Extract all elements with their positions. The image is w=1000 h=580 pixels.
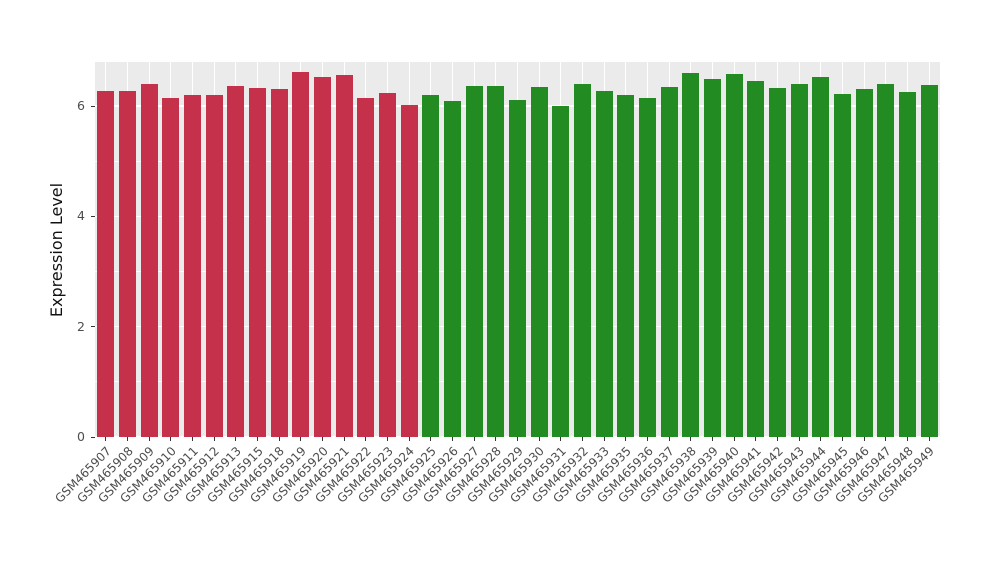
x-tick-mark — [105, 437, 107, 441]
x-tick-mark — [863, 437, 865, 441]
bar — [682, 73, 700, 437]
y-tick-mark — [91, 436, 95, 438]
x-tick-mark — [842, 437, 843, 441]
x-tick-mark — [928, 437, 930, 441]
y-tick-label: 2 — [77, 318, 85, 334]
bar — [768, 87, 787, 437]
bar — [205, 94, 223, 437]
x-tick-mark — [820, 437, 822, 441]
bar — [790, 83, 808, 437]
bar — [530, 86, 548, 437]
bar — [248, 88, 267, 437]
bar — [920, 85, 938, 437]
bar — [833, 94, 852, 437]
x-tick-mark — [127, 437, 128, 441]
bar — [465, 86, 483, 437]
x-tick-mark — [777, 437, 778, 441]
bar — [812, 77, 830, 437]
x-tick-mark — [430, 437, 432, 441]
bar — [335, 75, 353, 437]
bar — [183, 95, 202, 437]
bar — [638, 98, 657, 437]
bar — [508, 99, 527, 437]
bar — [313, 77, 332, 437]
bar — [292, 71, 310, 437]
x-tick-mark — [495, 437, 497, 441]
y-axis-title: Expression Level — [47, 182, 66, 318]
plot-panel — [95, 62, 940, 438]
x-tick-mark — [538, 437, 540, 441]
bar — [617, 95, 635, 437]
bar — [357, 98, 375, 437]
bar — [552, 106, 570, 437]
bar — [443, 100, 462, 437]
bar — [378, 92, 397, 437]
x-tick-mark — [192, 437, 193, 441]
bar — [747, 80, 765, 437]
x-tick-mark — [452, 437, 453, 441]
x-tick-mark — [907, 437, 908, 441]
x-tick-mark — [625, 437, 627, 441]
x-tick-mark — [647, 437, 648, 441]
bar — [97, 90, 115, 437]
x-tick-mark — [603, 437, 605, 441]
y-tick-label: 0 — [77, 429, 85, 444]
x-tick-mark — [278, 437, 280, 441]
x-tick-mark — [798, 437, 800, 441]
x-tick-mark — [235, 437, 237, 441]
bar — [118, 91, 137, 437]
bar — [162, 97, 180, 437]
x-tick-mark — [300, 437, 302, 441]
bar — [725, 73, 743, 437]
x-tick-mark — [668, 437, 670, 441]
bar — [227, 86, 245, 437]
bar — [487, 85, 505, 437]
bar — [422, 94, 440, 437]
x-tick-mark — [473, 437, 475, 441]
x-tick-mark — [148, 437, 150, 441]
bar — [898, 91, 917, 437]
x-tick-mark — [885, 437, 887, 441]
bar — [573, 83, 592, 437]
x-tick-mark — [170, 437, 172, 441]
x-tick-mark — [517, 437, 518, 441]
x-tick-mark — [343, 437, 345, 441]
x-tick-mark — [213, 437, 215, 441]
bar — [400, 105, 418, 437]
x-tick-mark — [690, 437, 692, 441]
x-tick-mark — [755, 437, 757, 441]
x-tick-mark — [582, 437, 583, 441]
bar — [595, 90, 613, 437]
bar — [877, 84, 895, 437]
bar — [855, 89, 873, 437]
y-tick-label: 4 — [77, 208, 85, 224]
x-tick-mark — [560, 437, 562, 441]
bar — [270, 89, 288, 437]
x-tick-mark — [365, 437, 367, 441]
y-tick-mark — [91, 215, 95, 217]
y-tick-mark — [91, 326, 95, 328]
y-tick-label: 6 — [77, 98, 85, 114]
bar — [140, 84, 158, 437]
x-tick-mark — [408, 437, 410, 441]
x-tick-mark — [712, 437, 713, 441]
x-tick-mark — [733, 437, 735, 441]
x-tick-mark — [257, 437, 258, 441]
y-tick-mark — [91, 105, 95, 107]
bar — [703, 78, 722, 437]
x-tick-mark — [387, 437, 388, 441]
x-tick-mark — [322, 437, 323, 441]
bar — [660, 86, 678, 437]
